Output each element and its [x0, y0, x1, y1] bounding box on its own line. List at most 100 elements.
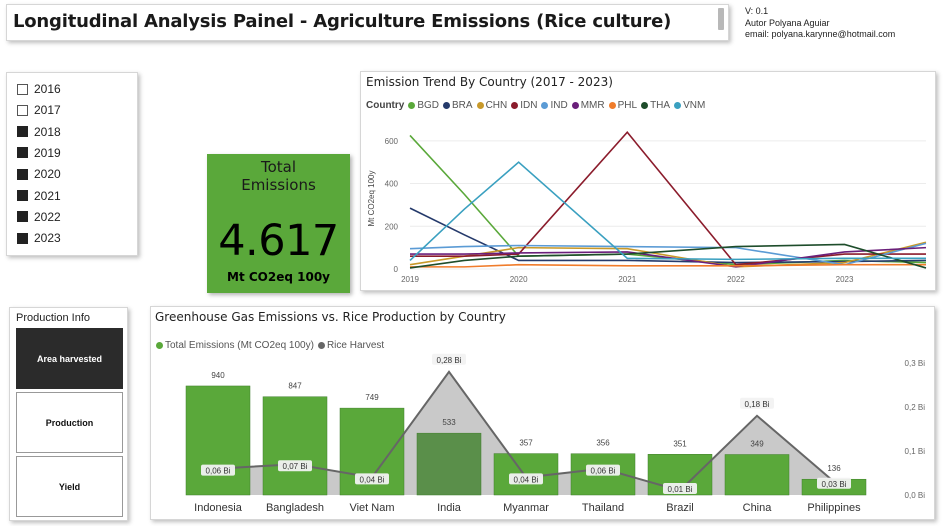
rice-data-label: 0,18 Bi [745, 400, 770, 409]
year-option-2018[interactable]: 2018 [17, 124, 61, 140]
rice-label-bg [355, 473, 389, 485]
rice-label-bg [740, 397, 774, 409]
category-label: Thailand [582, 502, 624, 514]
legend-label: IND [550, 100, 568, 111]
rice-label-bg [278, 460, 312, 472]
year-checkbox-icon[interactable] [17, 168, 28, 180]
year-slicer: 2016 2017 2018 2019 2020 2021 2022 2023 [6, 72, 138, 256]
emission-data-label: 847 [288, 382, 302, 391]
production-info-panel: Production Info Area harvested Production… [9, 307, 128, 521]
year-checkbox-icon[interactable] [17, 126, 28, 138]
year-option-2017[interactable]: 2017 [17, 102, 61, 118]
trend-legend-title: Country [366, 100, 405, 111]
series-line-idn [410, 131, 926, 266]
series-line-mmr [410, 246, 927, 268]
rice-data-label: 0,28 Bi [437, 356, 462, 365]
series-line-phl [410, 263, 926, 268]
legend-entry-chn[interactable]: CHN [476, 100, 508, 111]
y-tick-label: 600 [385, 137, 399, 146]
year-option-2020[interactable]: 2020 [17, 166, 61, 182]
emission-bar-bangladesh [262, 396, 328, 496]
year-checkbox-icon[interactable] [17, 232, 28, 244]
y-tick-label: 0 [394, 265, 399, 274]
legend-entry-mmr[interactable]: MMR [571, 100, 605, 111]
year-checkbox-icon[interactable] [17, 83, 28, 95]
legend-dot-icon [156, 342, 163, 349]
report-title: Longitudinal Analysis Painel - Agricultu… [13, 11, 672, 32]
y-tick-label: 400 [385, 180, 399, 189]
year-checkbox-icon[interactable] [17, 104, 28, 116]
y2-tick-label: 0,2 Bi [905, 403, 926, 412]
emission-data-label: 357 [519, 439, 533, 448]
year-option-2021[interactable]: 2021 [17, 188, 61, 204]
year-checkbox-icon[interactable] [17, 147, 28, 159]
legend-dot-icon [476, 102, 484, 109]
legend-dot-icon [608, 102, 616, 109]
series-line-tha [409, 243, 927, 269]
legend-label: VNM [683, 100, 706, 111]
legend-dot-icon [641, 102, 649, 109]
category-label: Viet Nam [349, 502, 394, 514]
legend-label: CHN [485, 100, 508, 111]
ghg-vs-rice-chart: 940 Indonesia 847 Bangladesh 749 Viet Nam 533 I… [150, 306, 935, 520]
series-line-vnm [409, 161, 926, 262]
category-label: Myanmar [503, 502, 549, 514]
rice-label-bg [586, 464, 620, 476]
legend-entry-bgd[interactable]: BGD [408, 100, 439, 111]
x-tick-label: 2021 [618, 275, 636, 284]
legend-dot-icon [443, 102, 451, 109]
report-meta: V: 0.1 Autor Polyana Aguiar email: polya… [745, 6, 895, 41]
rice-data-label: 0,04 Bi [514, 475, 539, 484]
legend-entry-idn[interactable]: IDN [511, 100, 537, 111]
ghg-chart-title: Greenhouse Gas Emissions vs. Rice Produc… [155, 310, 506, 324]
y2-tick-label: 0,0 Bi [905, 491, 926, 500]
legend-entry-phl[interactable]: PHL [608, 100, 637, 111]
production-button-area-harvested[interactable]: Area harvested [16, 328, 123, 389]
year-option-label: 2019 [34, 145, 61, 160]
year-option-label: 2018 [34, 124, 61, 139]
production-button-production[interactable]: Production [16, 392, 123, 453]
x-tick-label: 2020 [510, 275, 528, 284]
kpi-unit: Mt CO2eq 100y [227, 270, 330, 284]
emission-bar-india [416, 432, 482, 496]
legend-dot-icon [317, 342, 325, 349]
emission-data-label: 533 [442, 418, 456, 427]
category-label: Brazil [666, 502, 694, 514]
ghg-legend-label: Total Emissions (Mt CO2eq 100y) [165, 340, 314, 351]
year-option-2023[interactable]: 2023 [17, 230, 61, 246]
rice-data-label: 0,07 Bi [283, 462, 308, 471]
legend-entry-tha[interactable]: THA [641, 100, 670, 111]
year-option-2016[interactable]: 2016 [17, 81, 61, 97]
legend-entry-bra[interactable]: BRA [443, 100, 473, 111]
series-line-bra [409, 207, 927, 264]
rice-data-label: 0,06 Bi [206, 467, 231, 476]
ghg-legend-entry-0[interactable]: Total Emissions (Mt CO2eq 100y) [156, 340, 314, 351]
production-info-title: Production Info [16, 312, 90, 324]
rice-data-label: 0,04 Bi [360, 475, 385, 484]
y-tick-label: 200 [385, 222, 399, 231]
year-option-2019[interactable]: 2019 [17, 145, 61, 161]
ghg-legend-entry-1[interactable]: Rice Harvest [317, 340, 384, 351]
y2-tick-label: 0,1 Bi [905, 447, 926, 456]
y-axis-label: Mt CO2eq 100y [367, 170, 376, 226]
legend-entry-vnm[interactable]: VNM [674, 100, 705, 111]
x-tick-label: 2019 [401, 275, 419, 284]
emission-data-label: 356 [596, 439, 610, 448]
legend-label: BGD [417, 100, 440, 111]
trend-chart-svg: 0 200 400 600 2019 2020 2021 2022 2023 Mt CO2eq 1… [367, 131, 927, 284]
year-checkbox-icon[interactable] [17, 211, 28, 223]
emission-data-label: 749 [365, 393, 379, 402]
ghg-chart-svg: 940 Indonesia 847 Bangladesh 749 Viet Nam 533 I… [185, 353, 926, 514]
trend-chart-title: Emission Trend By Country (2017 - 2023) [366, 75, 613, 89]
year-option-2022[interactable]: 2022 [17, 209, 61, 225]
legend-entry-ind[interactable]: IND [541, 100, 568, 111]
production-button-yield[interactable]: Yield [16, 456, 123, 517]
legend-dot-icon [511, 102, 519, 109]
year-checkbox-icon[interactable] [17, 190, 28, 201]
legend-label: IDN [520, 100, 538, 111]
legend-label: BRA [452, 100, 473, 111]
title-scrollbar[interactable] [718, 8, 724, 30]
kpi-label: Total Emissions [207, 158, 350, 194]
year-option-label: 2016 [34, 82, 61, 96]
rice-label-bg [817, 477, 851, 489]
